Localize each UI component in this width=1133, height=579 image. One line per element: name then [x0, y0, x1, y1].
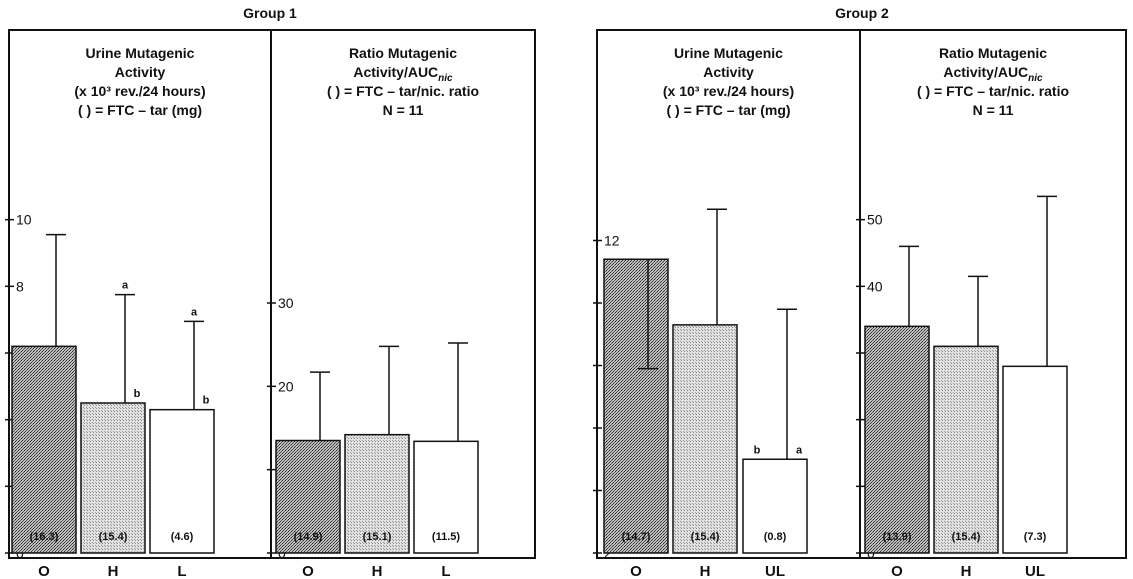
panel-3: Urine Mutagenic Activity (x 10³ rev./24 ho… — [593, 45, 808, 579]
bar — [275, 439, 341, 554]
panel-title-line: Urine Mutagenic — [86, 45, 195, 61]
bar-label: (4.6) — [171, 531, 194, 543]
category-label: O — [38, 563, 50, 579]
panel-1: Urine Mutagenic Activity (x 10³ rev./24 ho… — [5, 45, 215, 579]
bar — [413, 440, 479, 554]
bar-label: (15.4) — [99, 531, 128, 543]
bar-label: (16.3) — [30, 531, 59, 543]
panel-title-line: N = 11 — [973, 102, 1014, 118]
group-1-title: Group 1 — [243, 5, 297, 21]
bar-label: (7.3) — [1024, 531, 1047, 543]
category-label: O — [302, 563, 314, 579]
bar — [1002, 365, 1068, 554]
category-label: L — [441, 563, 450, 579]
bar — [11, 345, 77, 554]
significance-marker: a — [122, 280, 129, 292]
significance-marker: b — [134, 388, 141, 400]
chart-panels: Urine Mutagenic Activity (x 10³ rev./24 ho… — [5, 45, 1069, 579]
panel-title-line: ( ) = FTC – tar (mg) — [666, 102, 790, 118]
y-tick-label: 30 — [278, 295, 294, 311]
category-label: H — [372, 563, 383, 579]
title-subscript: nic — [438, 73, 453, 84]
title-subscript: nic — [1028, 73, 1043, 84]
bar-label: (15.1) — [363, 531, 392, 543]
panel-title-line: Activity — [703, 64, 754, 80]
group-2-frame — [596, 29, 1127, 559]
panel-title-line: Activity — [115, 64, 166, 80]
panel-title-line: (x 10³ rev./24 hours) — [663, 83, 794, 99]
bar — [672, 324, 738, 554]
bar — [149, 408, 215, 554]
bar — [80, 402, 146, 554]
panel-title-line: ( ) = FTC – tar/nic. ratio — [917, 83, 1069, 99]
category-label: UL — [1025, 563, 1045, 579]
significance-marker: a — [796, 444, 803, 456]
panel-title-line: ( ) = FTC – tar (mg) — [78, 102, 202, 118]
bar-label: (14.7) — [622, 531, 651, 543]
bar — [603, 258, 669, 554]
bar — [864, 325, 930, 554]
panel-title-line: Activity/AUCnic — [943, 64, 1043, 84]
panel-title-line: Urine Mutagenic — [674, 45, 783, 61]
y-tick-label: 8 — [16, 278, 24, 294]
significance-marker: b — [754, 444, 761, 456]
bar-label: (11.5) — [432, 531, 460, 543]
bar — [933, 345, 999, 554]
group-2-title: Group 2 — [835, 5, 889, 21]
category-label: H — [108, 563, 119, 579]
category-label: O — [891, 563, 903, 579]
bar-label: (0.8) — [764, 531, 787, 543]
category-label: UL — [765, 563, 785, 579]
bar — [344, 433, 410, 554]
panel-title-line: Activity/AUCnic — [353, 64, 453, 84]
category-label: L — [177, 563, 186, 579]
bar-label: (15.4) — [691, 531, 720, 543]
bar-label: (15.4) — [952, 531, 981, 543]
panel-title-line: ( ) = FTC – tar/nic. ratio — [327, 83, 479, 99]
panel-2: Ratio Mutagenic Activity/AUCnic( ) = FTC … — [267, 45, 479, 579]
bar — [742, 458, 808, 554]
category-label: O — [630, 563, 642, 579]
panel-title-line: Ratio Mutagenic — [349, 45, 457, 61]
significance-marker: a — [191, 306, 198, 318]
bar-label: (13.9) — [883, 531, 912, 543]
y-tick-label: 50 — [867, 212, 883, 228]
panel-title-line: (x 10³ rev./24 hours) — [74, 83, 205, 99]
category-label: H — [961, 563, 972, 579]
y-tick-label: 12 — [604, 233, 620, 249]
category-label: H — [700, 563, 711, 579]
y-tick-label: 40 — [867, 278, 883, 294]
panel-4: Ratio Mutagenic Activity/AUCnic( ) = FTC … — [856, 45, 1069, 579]
panel-title-line: N = 11 — [383, 102, 424, 118]
panel-title-line: Ratio Mutagenic — [939, 45, 1047, 61]
bar-label: (14.9) — [294, 531, 323, 543]
significance-marker: b — [203, 395, 210, 407]
y-tick-label: 20 — [278, 378, 294, 394]
y-tick-label: 10 — [16, 212, 32, 228]
